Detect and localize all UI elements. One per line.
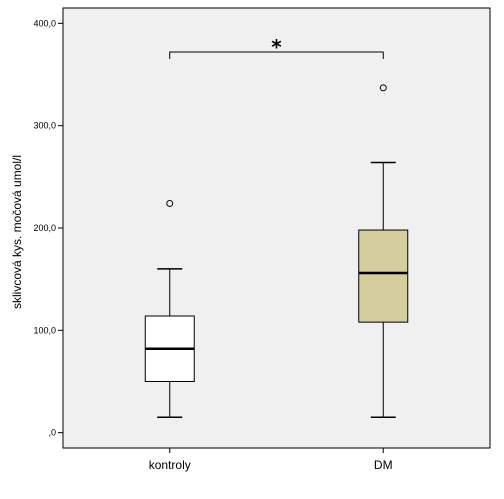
y-tick-label: 100,0	[33, 325, 56, 335]
y-axis-title: sklivcová kys. močová umol/l	[10, 155, 24, 309]
y-axis: ,0 100,0 200,0 300,0 400,0	[33, 18, 63, 438]
x-axis: kontroly DM	[149, 448, 393, 472]
plot-area	[62, 7, 491, 449]
box-dm	[358, 84, 409, 419]
x-tick-label: kontroly	[149, 458, 191, 472]
significance-label: *	[271, 35, 282, 59]
y-tick-label: ,0	[48, 428, 56, 438]
significance-bracket-line	[169, 51, 384, 59]
iqr-box	[358, 229, 409, 323]
significance-bracket: *	[169, 35, 384, 59]
outlier-point	[166, 199, 174, 207]
y-tick-label: 300,0	[33, 121, 56, 131]
y-tick-label: 400,0	[33, 18, 56, 28]
x-tick-label: DM	[374, 458, 393, 472]
y-tick-label: 200,0	[33, 223, 56, 233]
boxes	[144, 84, 409, 419]
outlier-point	[379, 84, 387, 92]
box-kontroly	[144, 199, 195, 419]
